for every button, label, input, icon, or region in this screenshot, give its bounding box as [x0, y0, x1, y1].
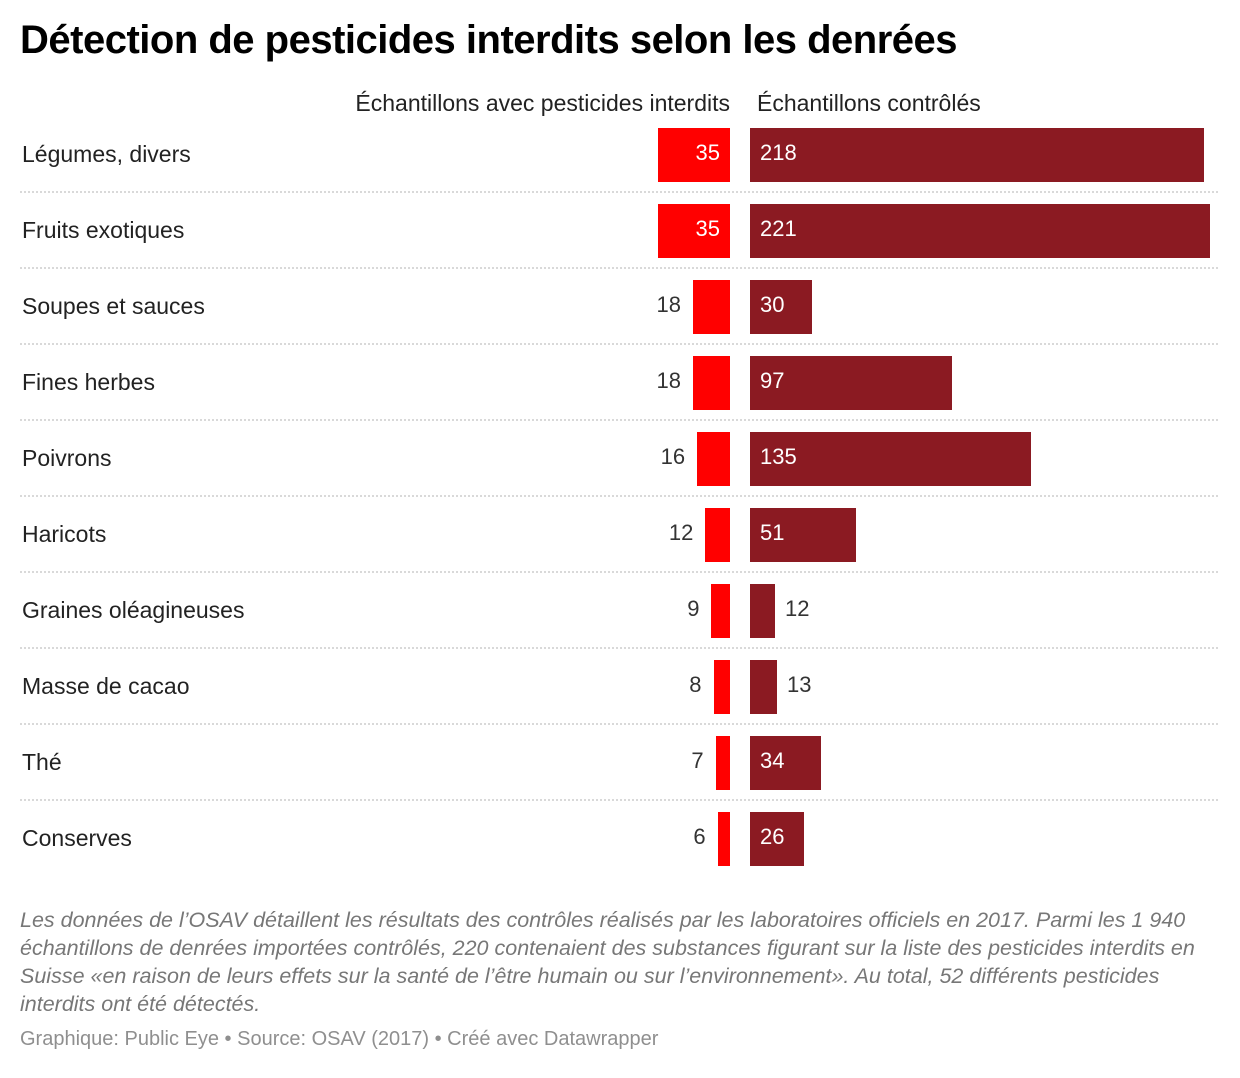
value-label-banned: 35 [695, 140, 720, 165]
value-label-controlled: 97 [760, 368, 785, 393]
value-label-controlled: 34 [760, 748, 785, 773]
category-label: Masse de cacao [22, 673, 190, 699]
chart-row-conserves: Conserves 6 26 [0, 800, 1240, 876]
bar-controlled-haricots [750, 508, 857, 562]
column-header-banned: Échantillons avec pesticides interdits [355, 90, 730, 116]
value-label-controlled: 51 [760, 520, 785, 545]
bar-controlled-graines-oleagineuses [750, 584, 775, 638]
chart-row-soupes-et-sauces: Soupes et sauces 18 30 [0, 268, 1240, 345]
chart-row-haricots: Haricots 12 51 [0, 496, 1240, 573]
category-label: Poivrons [22, 445, 112, 471]
chart-note: Les données de l’OSAV détaillent les rés… [20, 908, 1195, 1016]
bar-banned-fruits-exotiques [658, 204, 730, 258]
chart-title: Détection de pesticides interdits selon … [20, 18, 958, 62]
bar-controlled-poivrons [750, 432, 1031, 486]
chart-row-poivrons: Poivrons 16 135 [0, 420, 1240, 497]
value-label-banned: 35 [695, 216, 720, 241]
chart-row-fruits-exotiques: Fruits exotiques 35 221 [0, 192, 1240, 269]
value-label-controlled: 221 [760, 216, 797, 241]
bar-banned-haricots [705, 508, 730, 562]
chart-row-the: Thé 7 34 [0, 724, 1240, 801]
row-divider [20, 723, 1218, 725]
category-label: Haricots [22, 521, 107, 547]
row-divider [20, 647, 1218, 649]
value-label-controlled: 218 [760, 140, 797, 165]
category-label: Fines herbes [22, 369, 155, 395]
bar-banned-masse-de-cacao [713, 660, 730, 714]
chart-footer: Graphique: Public Eye • Source: OSAV (20… [20, 1028, 659, 1050]
value-label-banned: 6 [693, 824, 706, 849]
row-divider [20, 267, 1218, 269]
value-label-controlled: 13 [787, 672, 812, 697]
chart-row-fines-herbes: Fines herbes 18 97 [0, 344, 1240, 421]
bar-controlled-fines-herbes [750, 356, 952, 410]
category-label: Soupes et sauces [22, 293, 205, 319]
bar-controlled-soupes-et-sauces [750, 280, 813, 334]
bar-controlled-legumes-divers [750, 128, 1204, 182]
chart-row-legumes-divers: Légumes, divers 35 218 [0, 116, 1240, 193]
bar-banned-soupes-et-sauces [692, 280, 730, 334]
value-label-controlled: 12 [784, 596, 810, 621]
row-divider [20, 419, 1218, 421]
bar-banned-the [715, 736, 730, 790]
bar-banned-poivrons [697, 432, 730, 486]
bar-banned-fines-herbes [692, 356, 730, 410]
chart-row-graines-oleagineuses: Graines oléagineuses 9 12 [0, 572, 1240, 649]
value-label-banned: 7 [691, 748, 704, 773]
bar-banned-graines-oleagineuses [711, 584, 730, 638]
bar-controlled-fruits-exotiques [750, 204, 1210, 258]
column-header-controlled: Échantillons contrôlés [757, 90, 981, 116]
category-label: Thé [22, 749, 62, 775]
bar-banned-legumes-divers [658, 128, 730, 182]
row-divider [20, 799, 1218, 801]
chart-row-masse-de-cacao: Masse de cacao 8 13 [0, 648, 1240, 725]
value-label-banned: 9 [687, 596, 700, 621]
category-label: Graines oléagineuses [22, 597, 245, 623]
value-label-banned: 8 [689, 672, 702, 697]
row-divider [20, 343, 1218, 345]
value-label-banned: 18 [656, 292, 681, 317]
bar-controlled-masse-de-cacao [750, 660, 778, 714]
bar-controlled-conserves [750, 812, 805, 866]
value-label-controlled: 26 [760, 824, 785, 849]
row-divider [20, 571, 1218, 573]
value-label-banned: 18 [656, 368, 681, 393]
bar-controlled-the [750, 736, 821, 790]
row-divider [20, 495, 1218, 497]
value-label-banned: 12 [668, 520, 694, 545]
value-label-controlled: 30 [760, 292, 785, 317]
category-label: Légumes, divers [22, 141, 191, 167]
category-label: Conserves [22, 825, 132, 851]
category-label: Fruits exotiques [22, 217, 185, 243]
value-label-banned: 16 [660, 444, 686, 469]
value-label-controlled: 135 [760, 444, 797, 469]
row-divider [20, 191, 1218, 193]
bar-banned-conserves [717, 812, 730, 866]
